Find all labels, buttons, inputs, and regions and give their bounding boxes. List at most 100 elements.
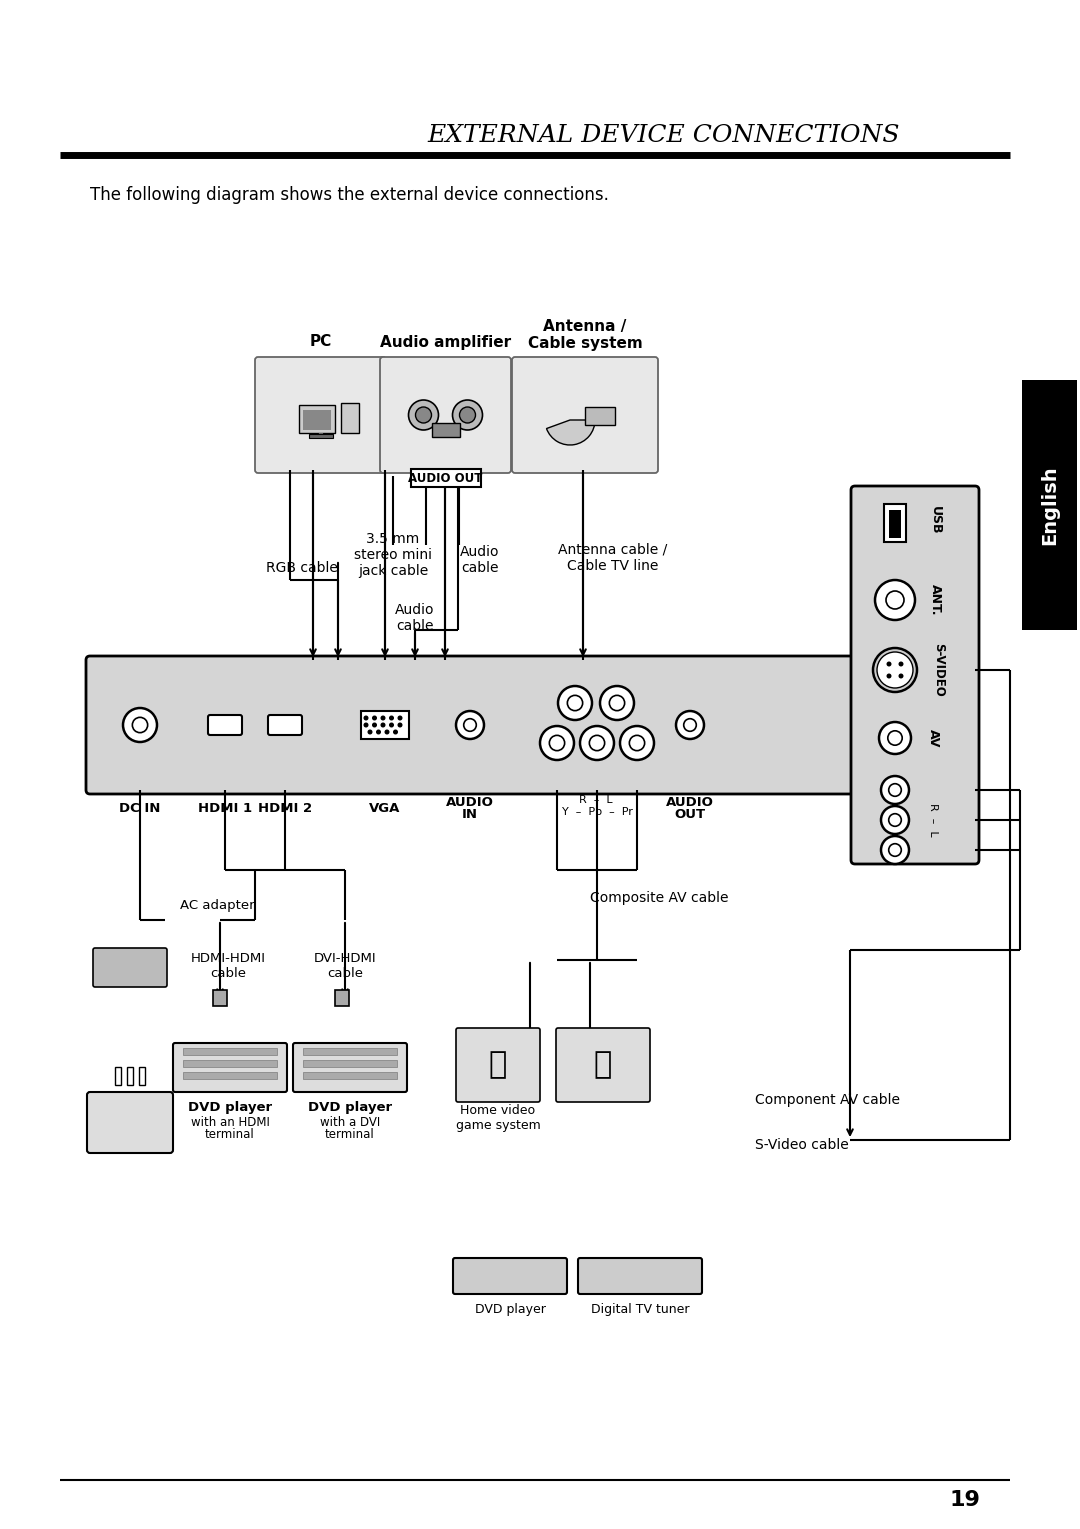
Circle shape [123, 708, 157, 742]
Circle shape [394, 731, 397, 734]
FancyBboxPatch shape [268, 716, 302, 735]
Circle shape [888, 731, 902, 745]
Circle shape [364, 716, 368, 720]
Text: 📼: 📼 [594, 1050, 612, 1079]
Circle shape [600, 687, 634, 720]
Bar [340, 404, 359, 433]
Bar [309, 434, 333, 437]
Circle shape [881, 836, 909, 864]
Circle shape [456, 711, 484, 739]
Circle shape [416, 407, 432, 424]
Text: IN: IN [462, 807, 478, 821]
Text: PC: PC [309, 335, 332, 350]
Circle shape [889, 784, 902, 797]
Text: The following diagram shows the external device connections.: The following diagram shows the external… [90, 187, 609, 203]
Bar [585, 407, 615, 425]
Text: with a DVI: with a DVI [320, 1116, 380, 1128]
FancyBboxPatch shape [380, 356, 511, 472]
Circle shape [463, 719, 476, 731]
Text: 19: 19 [949, 1489, 980, 1511]
FancyBboxPatch shape [87, 1092, 173, 1153]
Text: terminal: terminal [325, 1127, 375, 1141]
Bar [298, 405, 335, 433]
Circle shape [386, 731, 389, 734]
Text: with an HDMI: with an HDMI [190, 1116, 269, 1128]
Text: DVD player: DVD player [308, 1101, 392, 1115]
Text: AC adapter: AC adapter [180, 899, 255, 913]
FancyBboxPatch shape [93, 948, 167, 988]
Bar [410, 469, 481, 488]
Text: Antenna cable /
Cable TV line: Antenna cable / Cable TV line [558, 543, 667, 573]
Bar [361, 711, 409, 739]
Text: English: English [1040, 465, 1059, 544]
Circle shape [886, 592, 904, 609]
Text: Y  –  Pb  –  Pr: Y – Pb – Pr [562, 807, 633, 816]
Text: 3.5 mm
stereo mini
jack cable: 3.5 mm stereo mini jack cable [354, 532, 432, 578]
Text: Component AV cable: Component AV cable [755, 1093, 900, 1107]
Circle shape [887, 673, 891, 679]
Circle shape [684, 719, 697, 731]
Text: HDMI 1: HDMI 1 [198, 801, 252, 815]
FancyBboxPatch shape [556, 1027, 650, 1102]
FancyBboxPatch shape [208, 716, 242, 735]
Circle shape [580, 726, 615, 760]
Text: DC IN: DC IN [119, 801, 161, 815]
Circle shape [390, 716, 393, 720]
Text: OUT: OUT [674, 807, 705, 821]
Text: AV: AV [927, 729, 940, 748]
Bar [127, 1067, 133, 1086]
Circle shape [550, 735, 565, 751]
FancyBboxPatch shape [851, 486, 978, 864]
Bar [183, 1060, 276, 1067]
Circle shape [377, 731, 380, 734]
FancyBboxPatch shape [512, 356, 658, 472]
Circle shape [879, 722, 912, 754]
Text: AUDIO: AUDIO [666, 795, 714, 809]
Circle shape [899, 673, 904, 679]
Text: AUDIO OUT: AUDIO OUT [408, 471, 483, 485]
Text: R  –  L: R – L [928, 803, 939, 836]
Circle shape [368, 731, 372, 734]
Bar [114, 1067, 121, 1086]
Text: R  –  L: R – L [579, 795, 612, 804]
Circle shape [381, 716, 384, 720]
Circle shape [875, 579, 915, 619]
Text: HDMI 2: HDMI 2 [258, 801, 312, 815]
Text: DVD player: DVD player [188, 1101, 272, 1115]
Circle shape [881, 777, 909, 804]
Circle shape [889, 813, 902, 826]
Text: HDMI-HDMI
cable: HDMI-HDMI cable [190, 953, 266, 980]
Bar [303, 1047, 397, 1055]
Text: Audio
cable: Audio cable [460, 544, 500, 575]
Text: Composite AV cable: Composite AV cable [590, 891, 729, 905]
Circle shape [676, 711, 704, 739]
Circle shape [459, 407, 475, 424]
FancyBboxPatch shape [293, 1043, 407, 1092]
Text: AUDIO: AUDIO [446, 795, 494, 809]
Text: EXTERNAL DEVICE CONNECTIONS: EXTERNAL DEVICE CONNECTIONS [428, 124, 900, 147]
Circle shape [133, 717, 148, 732]
Bar [885, 505, 906, 541]
Circle shape [590, 735, 605, 751]
Text: 📹: 📹 [489, 1050, 508, 1079]
Text: Audio amplifier: Audio amplifier [380, 335, 511, 350]
Text: Digital TV tuner: Digital TV tuner [591, 1304, 689, 1316]
Bar [183, 1047, 276, 1055]
Bar [213, 989, 227, 1006]
Bar [1022, 381, 1077, 630]
Bar [303, 1060, 397, 1067]
FancyBboxPatch shape [578, 1258, 702, 1294]
Circle shape [373, 716, 376, 720]
Text: VGA: VGA [369, 801, 401, 815]
Text: DVD player: DVD player [474, 1304, 545, 1316]
Wedge shape [546, 420, 595, 445]
Bar [139, 1067, 145, 1086]
Text: terminal: terminal [205, 1127, 255, 1141]
Circle shape [558, 687, 592, 720]
Text: RGB cable: RGB cable [266, 561, 338, 575]
Circle shape [399, 723, 402, 726]
Circle shape [620, 726, 654, 760]
Circle shape [408, 401, 438, 430]
Bar [432, 424, 459, 437]
Circle shape [877, 651, 913, 688]
